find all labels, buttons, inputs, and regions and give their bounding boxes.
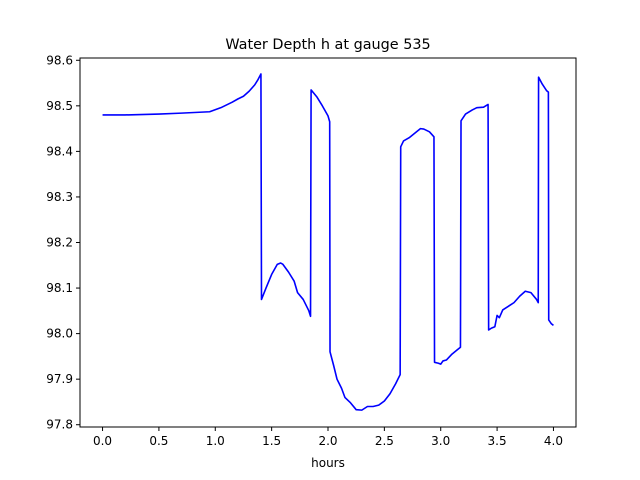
x-tick-label: 0.5 bbox=[149, 434, 168, 448]
x-tick-label: 0.0 bbox=[93, 434, 112, 448]
x-tick-label: 2.5 bbox=[375, 434, 394, 448]
axes-frame bbox=[79, 57, 577, 428]
y-tick-label: 97.9 bbox=[46, 372, 73, 386]
plot-area bbox=[102, 73, 554, 411]
y-tick-label: 97.8 bbox=[46, 418, 73, 432]
x-tick-label: 3.0 bbox=[431, 434, 450, 448]
y-tick-label: 98.4 bbox=[46, 144, 73, 158]
x-tick-label: 2.0 bbox=[318, 434, 337, 448]
y-tick-label: 98.3 bbox=[46, 190, 73, 204]
series-line-0 bbox=[102, 73, 554, 411]
y-axis-ticks: 97.8 97.9 98.0 98.1 98.2 98.3 98.4 98.5 98.6 bbox=[46, 53, 80, 432]
x-tick-label: 1.5 bbox=[262, 434, 281, 448]
y-tick-label: 98.6 bbox=[46, 53, 73, 67]
x-axis-ticks: 0.0 0.5 1.0 1.5 2.0 2.5 3.0 3.5 4.0 bbox=[93, 427, 563, 448]
y-tick-label: 98.0 bbox=[46, 327, 73, 341]
chart-title: Water Depth h at gauge 535 bbox=[225, 37, 430, 53]
y-tick-label: 98.1 bbox=[46, 281, 73, 295]
x-tick-label: 4.0 bbox=[544, 434, 563, 448]
x-axis-label: hours bbox=[311, 456, 345, 470]
x-tick-label: 3.5 bbox=[488, 434, 507, 448]
y-tick-label: 98.5 bbox=[46, 99, 73, 113]
x-tick-label: 1.0 bbox=[206, 434, 225, 448]
y-tick-label: 98.2 bbox=[46, 236, 73, 250]
